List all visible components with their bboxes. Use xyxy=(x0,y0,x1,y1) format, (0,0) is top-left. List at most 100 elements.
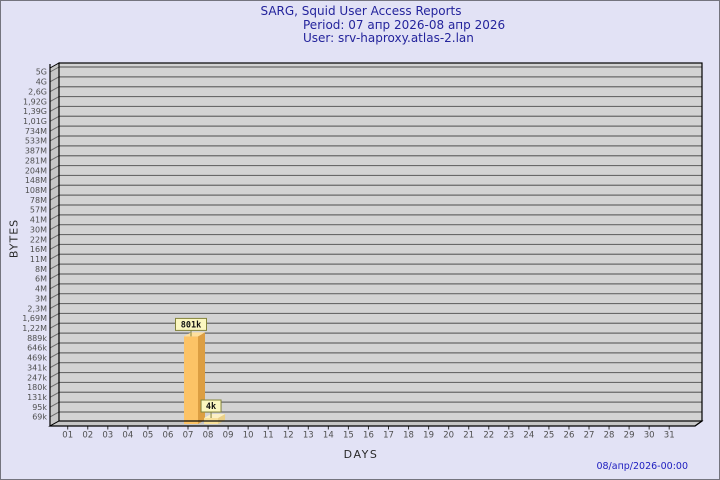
y-tick-label: 734M xyxy=(25,127,47,136)
y-tick-label: 16M xyxy=(30,245,47,254)
wall-grid-line xyxy=(49,372,60,379)
day-tick-label: 29 xyxy=(624,431,635,441)
bar-top xyxy=(204,414,226,418)
day-tick-label: 30 xyxy=(644,431,655,441)
day-tick-label: 12 xyxy=(283,431,294,441)
y-tick-label: 646k xyxy=(27,344,47,353)
bar-value-text: 4k xyxy=(206,402,216,412)
wall-grid-line xyxy=(49,184,60,191)
y-tick-label: 148M xyxy=(25,176,47,185)
wall-grid-line xyxy=(49,293,60,300)
day-tick-label: 05 xyxy=(142,431,153,441)
y-axis-title: BYTES xyxy=(7,218,21,259)
y-tick-label: 341k xyxy=(27,363,47,372)
y-tick-label: 2,3M xyxy=(27,304,47,313)
wall-grid-line xyxy=(49,66,60,73)
wall-grid-line xyxy=(49,352,60,359)
wall-grid-line xyxy=(49,135,60,142)
plot-area xyxy=(59,63,702,421)
wall-grid-line xyxy=(49,391,60,398)
y-tick-label: 889k xyxy=(27,334,47,343)
y-tick-label: 1,22M xyxy=(22,324,47,333)
y-tick-label: 5G xyxy=(36,68,47,77)
y-tick-label: 69k xyxy=(32,413,47,422)
bar-front xyxy=(184,336,198,424)
wall-grid-line xyxy=(49,273,60,280)
wall-grid-line xyxy=(49,224,60,231)
wall-grid-line xyxy=(49,263,60,270)
wall-grid-line xyxy=(49,96,60,103)
y-tick-label: 22M xyxy=(30,235,47,244)
y-tick-label: 1,92G xyxy=(23,97,47,106)
wall-grid-line xyxy=(49,243,60,250)
wall-grid-line xyxy=(49,332,60,339)
y-tick-label: 41M xyxy=(30,216,47,225)
day-tick-label: 26 xyxy=(564,431,575,441)
wall-grid-line xyxy=(49,174,60,181)
wall-grid-line xyxy=(49,204,60,211)
day-tick-label: 02 xyxy=(82,431,93,441)
day-tick-label: 01 xyxy=(62,431,73,441)
y-tick-label: 78M xyxy=(30,196,47,205)
wall-grid-line xyxy=(49,155,60,162)
day-tick-label: 03 xyxy=(102,431,113,441)
wall-grid-line xyxy=(49,342,60,349)
chart-subtitle-user: User: srv-haproxy.atlas-2.lan xyxy=(303,31,474,45)
wall-grid-line xyxy=(49,194,60,201)
y-tick-label: 180k xyxy=(27,383,47,392)
y-tick-label: 387M xyxy=(25,147,47,156)
day-tick-label: 21 xyxy=(463,431,474,441)
day-tick-label: 25 xyxy=(543,431,554,441)
day-tick-label: 18 xyxy=(403,431,414,441)
day-tick-label: 11 xyxy=(263,431,274,441)
wall-grid-line xyxy=(49,105,60,112)
y-tick-label: 57M xyxy=(30,206,47,215)
wall-grid-line xyxy=(49,322,60,329)
wall-grid-line xyxy=(49,115,60,122)
day-tick-label: 09 xyxy=(223,431,234,441)
wall-grid-line xyxy=(49,411,60,418)
plot-outline xyxy=(58,62,703,422)
day-tick-label: 16 xyxy=(363,431,374,441)
wall-grid-line xyxy=(49,76,60,83)
chart-title: SARG, Squid User Access Reports xyxy=(260,4,462,18)
y-tick-label: 6M xyxy=(35,275,47,284)
y-tick-label: 4G xyxy=(36,78,47,87)
chart-title-block: SARG, Squid User Access Reports Period: … xyxy=(1,4,719,46)
y-tick-label: 30M xyxy=(30,225,47,234)
day-tick-label: 07 xyxy=(183,431,194,441)
y-tick-label: 3M xyxy=(35,294,47,303)
wall-grid-line xyxy=(49,165,60,172)
y-tick-label: 533M xyxy=(25,137,47,146)
generation-timestamp: 08/апр/2026-00:00 xyxy=(596,461,688,472)
day-tick-label: 10 xyxy=(243,431,254,441)
wall-grid-line xyxy=(49,234,60,241)
day-tick-label: 31 xyxy=(664,431,675,441)
day-tick-label: 27 xyxy=(584,431,595,441)
day-tick-label: 22 xyxy=(483,431,494,441)
y-tick-label: 1,01G xyxy=(23,117,47,126)
y-tick-label: 247k xyxy=(27,373,47,382)
y-tick-label: 281M xyxy=(25,156,47,165)
y-tick-label: 1,69M xyxy=(22,314,47,323)
wall-grid-line xyxy=(49,214,60,221)
wall-grid-line xyxy=(49,312,60,319)
day-tick-label: 13 xyxy=(303,431,314,441)
day-tick-label: 24 xyxy=(523,431,534,441)
y-tick-label: 2,6G xyxy=(28,87,47,96)
y-tick-label: 95k xyxy=(32,403,47,412)
day-tick-label: 08 xyxy=(203,431,214,441)
day-tick-label: 17 xyxy=(383,431,394,441)
day-tick-label: 23 xyxy=(503,431,514,441)
day-tick-label: 19 xyxy=(423,431,434,441)
day-tick-label: 28 xyxy=(604,431,615,441)
y-tick-label: 1,39G xyxy=(23,107,47,116)
day-tick-label: 20 xyxy=(443,431,454,441)
y-tick-label: 108M xyxy=(25,186,47,195)
bar-value-tag xyxy=(175,317,207,331)
wall-grid-line xyxy=(49,145,60,152)
day-tick-label: 06 xyxy=(163,431,174,441)
chart-floor xyxy=(48,420,704,427)
wall-grid-line xyxy=(49,283,60,290)
